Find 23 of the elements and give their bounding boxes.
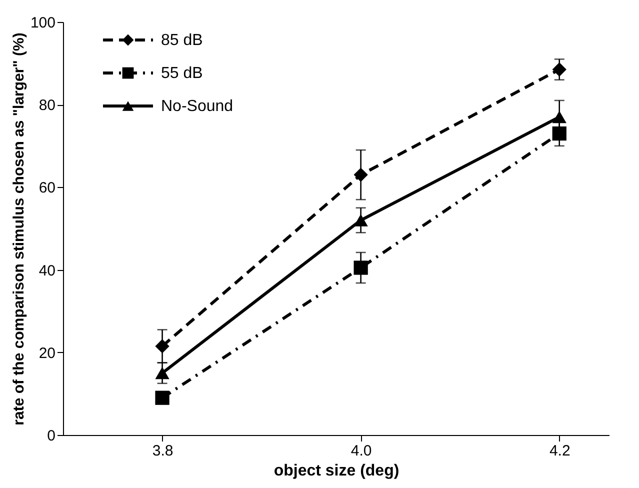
point [354,260,368,275]
legend-label: 85 dB [161,32,203,49]
point [552,110,566,124]
x-tick-label: 4.0 [350,442,372,460]
x-tick-label: 4.2 [549,442,570,460]
point [552,126,566,141]
y-tick-label: 40 [38,262,56,280]
point [354,168,368,182]
x-axis-title: object size (deg) [274,462,400,480]
point [552,62,566,77]
point [155,366,170,380]
legend-label: 55 dB [161,65,203,82]
x-tick-label: 3.8 [152,442,174,460]
point [155,390,170,405]
y-tick-label: 0 [47,428,56,444]
point [354,214,368,226]
y-tick-label: 60 [38,180,56,197]
point [155,339,170,354]
y-axis-title: rate of the comparison stimulus chosen as "larger" (%) [10,32,28,426]
y-tick-label: 100 [30,14,56,32]
legend-label: No-Sound [161,98,234,115]
y-tick-label: 80 [38,97,56,114]
y-tick-label: 20 [38,344,56,362]
